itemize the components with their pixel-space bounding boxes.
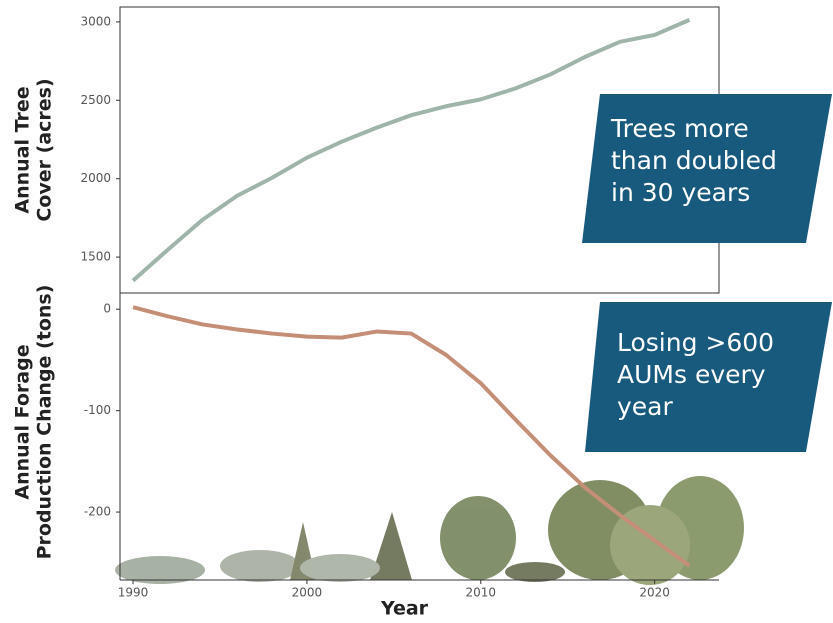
tree-silhouettes [115,476,744,585]
x-tick-label: 2000 [292,586,323,600]
annotation-text: than doubled [611,146,777,175]
annotation-box [585,302,832,452]
x-tick-label: 2010 [466,586,497,600]
x-axis-label: Year [380,598,429,620]
annotation-text: in 30 years [611,178,750,207]
annotation-text: Losing >600 [617,328,774,357]
annotation-text: year [617,392,673,421]
y-tick-label: -200 [84,505,111,519]
x-tick-label: 1990 [118,586,149,600]
shrub [505,562,565,582]
y-axis-label: Production Change (tons) [34,285,56,560]
y-axis-label: Annual Tree [12,86,34,213]
y-tick-label: 0 [103,302,111,316]
x-tick-label: 2020 [639,586,670,600]
annotation-box [582,94,832,243]
shrub [300,554,380,582]
y-tick-label: 1500 [80,250,111,264]
y-tick-label: -100 [84,403,111,417]
tree [370,512,412,580]
y-axis-label: Annual Forage [12,344,34,499]
annotation-text: Trees more [610,114,749,143]
shrub [115,556,205,584]
y-axis-label: Cover (acres) [34,78,56,221]
y-tick-label: 3000 [80,14,111,28]
data-line [131,18,691,283]
tree [440,496,516,580]
annotation-text: AUMs every [617,360,766,389]
y-tick-label: 2500 [80,93,111,107]
shrub [220,550,300,582]
y-tick-label: 2000 [80,171,111,185]
tree [610,505,690,585]
data-line [132,305,691,568]
